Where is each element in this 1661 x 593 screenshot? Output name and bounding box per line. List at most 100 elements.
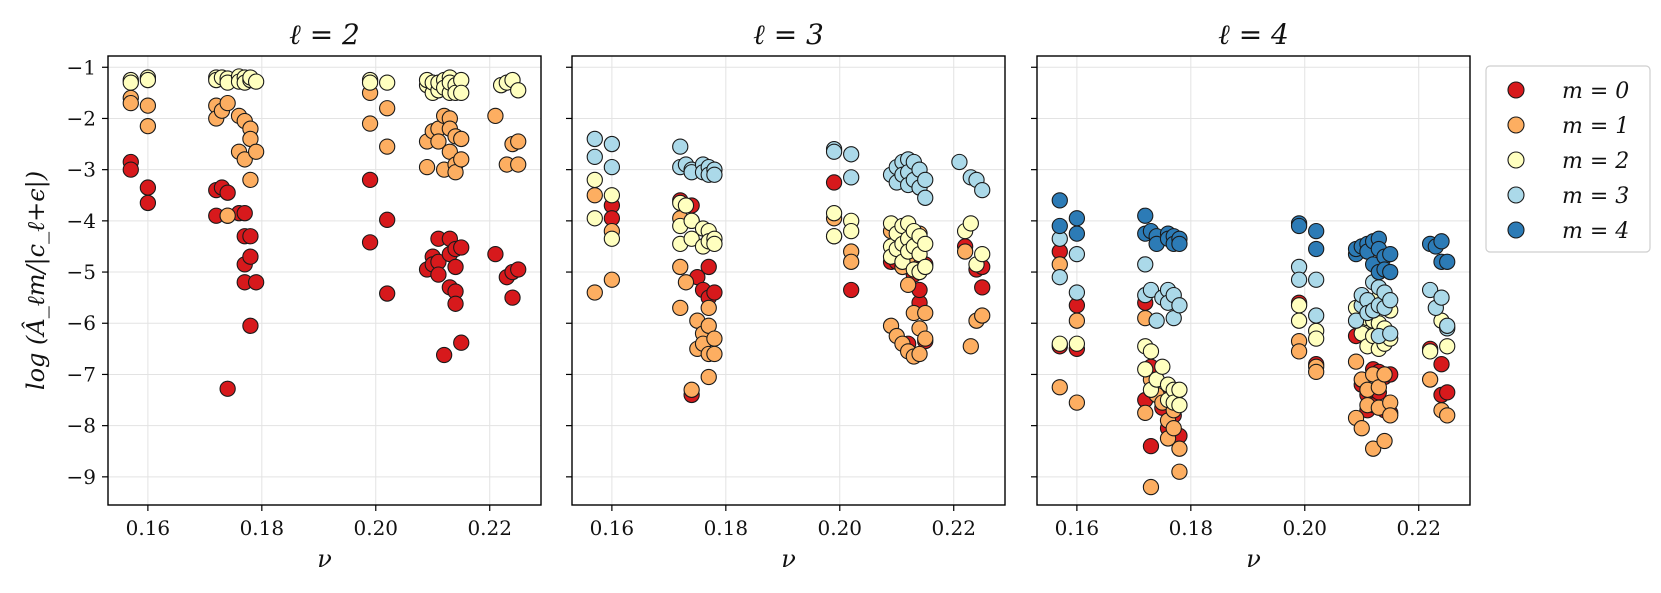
panel-1-y-tick-label: −2	[67, 106, 96, 130]
panel-3-point-m2	[1171, 397, 1188, 414]
legend-box	[1485, 65, 1651, 253]
panel-1-title: ℓ = 2	[289, 18, 360, 51]
y-axis-label: log (Â_ℓm/|c_ℓ+ϵ|)	[21, 171, 51, 390]
panel-3-point-m1	[1421, 371, 1439, 388]
panel-3-point-m3	[1068, 245, 1086, 263]
panel-3-point-m3	[1142, 281, 1160, 299]
legend-label-3: m = 3	[1562, 184, 1629, 209]
panel-2-point-m3	[974, 181, 991, 199]
panel-2-point-m1	[974, 307, 991, 324]
panel-3-point-m1	[1347, 353, 1365, 370]
panel-1-point-m2	[361, 74, 379, 91]
panel-1-x-tick-label: 0.18	[240, 516, 285, 540]
panel-1-point-m0	[219, 380, 236, 397]
panel-2-title: ℓ = 3	[753, 18, 824, 51]
panel-1-point-m0	[453, 334, 470, 351]
panel-1-point-m1	[510, 156, 527, 173]
panel-2-point-m0	[700, 258, 717, 276]
panel-1-point-m0	[242, 317, 259, 334]
panel-1-point-m0	[361, 171, 379, 189]
panel-3-point-m1	[1137, 404, 1154, 421]
panel-3-point-m2	[1439, 338, 1456, 355]
panel-2-point-m2	[586, 171, 603, 189]
panel-3-point-m1	[1353, 420, 1370, 437]
panel-1-point-m0	[219, 184, 236, 201]
panel-3-point-m1	[1382, 407, 1399, 424]
panel-3-point-m4	[1433, 233, 1450, 250]
panel-2-point-m0	[974, 279, 991, 296]
panel-1-point-m1	[247, 143, 265, 160]
panel-2-point-m2	[603, 187, 621, 204]
panel-2-point-m3	[917, 189, 934, 206]
panel-3-point-m4	[1051, 217, 1068, 235]
panel-2-point-m0	[825, 174, 843, 191]
panel-1-point-m0	[247, 274, 265, 291]
legend-label-1: m = 1	[1562, 114, 1629, 139]
panel-1-point-m0	[430, 266, 447, 283]
panel-1-y-tick-label: −4	[67, 209, 96, 233]
panel-2-point-m3	[603, 158, 621, 176]
panel-2-point-m3	[603, 135, 621, 153]
panel-2-point-m0	[843, 281, 860, 299]
panel-1-point-m0	[447, 295, 464, 312]
panel-1-y-tick-label: −3	[67, 158, 96, 182]
panel-3-point-m3	[1290, 271, 1308, 288]
panel-3-point-m2	[1068, 335, 1086, 352]
panel-2-x-axis-label: ν	[781, 545, 796, 573]
panel-1-y-tick-label: −1	[67, 55, 96, 79]
panel-1-point-m1	[219, 207, 236, 224]
panel-1-point-m1	[236, 151, 253, 168]
panel-2-point-m1	[899, 276, 917, 294]
panel-1-point-m0	[510, 261, 527, 278]
panel-3-point-m1	[1376, 432, 1393, 450]
panel-3-point-m1	[1364, 440, 1382, 457]
panel-1-point-m2	[453, 84, 470, 102]
panel-3-point-m3	[1382, 292, 1399, 309]
panel-2-point-m2	[677, 197, 695, 214]
panel-2-point-m3	[706, 166, 723, 183]
panel-3-x-axis-label: ν	[1246, 545, 1261, 573]
panel-1-point-m1	[242, 171, 259, 189]
panel-3-point-m4	[1137, 207, 1154, 224]
legend-label-4: m = 4	[1562, 219, 1629, 244]
panel-1-point-m0	[139, 194, 157, 212]
panel-3-point-m1	[1290, 343, 1308, 360]
panel-2-point-m3	[586, 148, 603, 166]
panel-3-point-m4	[1051, 192, 1068, 209]
panel-2-point-m1	[683, 381, 700, 398]
panel-3-point-m2	[1308, 330, 1325, 347]
panel-1-point-m2	[510, 82, 527, 99]
panel-2-point-m1	[672, 258, 689, 276]
panel-1-axes-frame	[107, 55, 542, 506]
panel-3-point-m3	[1068, 284, 1086, 301]
panel-2-x-tick-label: 0.22	[931, 516, 976, 540]
panel-3-point-m1	[1308, 363, 1325, 381]
panel-1-point-m2	[379, 74, 396, 91]
panel-3-point-m4	[1308, 240, 1325, 258]
panel-3-point-m1	[1439, 407, 1456, 424]
legend-label-0: m = 0	[1562, 79, 1629, 104]
panel-2-point-m2	[962, 215, 979, 232]
panel-3-point-m3	[1137, 256, 1154, 273]
panel-1-y-tick-label: −7	[67, 362, 96, 386]
panel-3-point-m1	[1165, 420, 1182, 437]
panel-3-point-m2	[1051, 335, 1068, 352]
panel-1-y-tick-label: −8	[67, 414, 96, 438]
panel-3-point-m1	[1068, 312, 1086, 329]
panel-1-point-m0	[242, 248, 259, 265]
panel-3-point-m1	[1171, 440, 1188, 457]
panel-1-point-m0	[435, 346, 453, 364]
panel-3-point-m1	[1171, 463, 1188, 480]
legend-marker-2	[1507, 151, 1525, 169]
panel-2-axes-frame	[571, 55, 1006, 506]
panel-1-point-m1	[430, 133, 447, 150]
panel-2-point-m1	[706, 345, 723, 363]
panel-1-point-m1	[487, 107, 504, 125]
panel-2-point-m3	[586, 130, 603, 148]
panel-1-point-m0	[379, 211, 396, 228]
panel-2-point-m1	[843, 253, 860, 270]
panel-3-point-m4	[1290, 217, 1308, 235]
panel-1-x-tick-label: 0.22	[467, 516, 512, 540]
panel-3-point-m2	[1421, 343, 1439, 360]
panel-2-point-m2	[683, 230, 700, 247]
